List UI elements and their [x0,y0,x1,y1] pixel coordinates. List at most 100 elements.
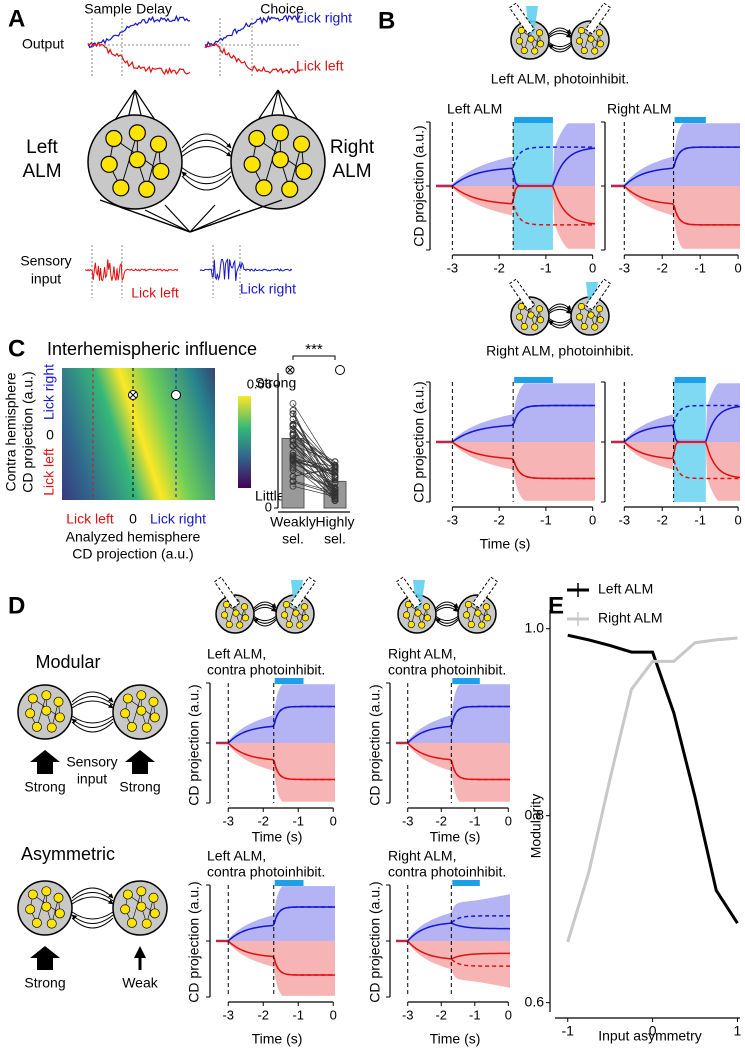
x-tick-label: -2 [435,813,447,828]
neuron [517,302,525,311]
label: Right [330,137,375,158]
label: contra photoinhibit. [388,864,506,880]
callosal-fiber [253,619,277,627]
label: ALM [22,161,61,182]
neuron [596,40,604,48]
neuron [536,40,544,48]
point [289,430,297,438]
callosal-fiber [181,171,232,185]
label: 0 [46,427,54,443]
label: Delay [136,1,172,17]
neuron [232,609,240,617]
neuron [240,603,249,611]
point [289,451,297,459]
neuron [120,708,131,719]
neuron [281,611,289,619]
x-tick-label: -1 [694,260,706,275]
callosal-fiber [181,175,232,191]
callosal-fiber [548,319,572,326]
trajectory [611,185,740,226]
x-tick-label: -3 [222,1007,234,1022]
variance-band [436,123,595,186]
neuron [149,135,168,153]
x-tick-label: -3 [447,512,459,527]
trajectory [451,958,510,967]
callosal-fiber [548,318,572,324]
callosal-fiber [71,696,114,706]
neuron [148,696,159,707]
neuron [474,609,482,617]
neuron [136,886,147,897]
y-tick-label: 0.6 [525,993,545,1009]
label: Analyzed hemisphere [66,529,201,545]
label: Little [255,488,285,504]
neuron [136,690,147,701]
paired-line [292,439,336,466]
neuron [126,721,137,732]
callosal-fiber [435,616,459,622]
photoinhibition-bar [514,117,553,123]
trajectory [396,940,511,960]
trajectory [216,705,335,744]
neuron [148,892,159,903]
x-tick-label: -2 [257,1007,269,1022]
neuron [53,892,64,903]
neuron [463,611,471,619]
neuron [221,611,229,619]
trajectory [611,441,741,479]
neuron [53,696,64,707]
label: 0 [129,511,137,527]
panel-label: D [8,592,25,619]
variance-band [396,684,510,743]
x-tick-label: 0 [589,512,596,527]
label: Sensory [20,253,71,269]
trajectory [611,405,741,443]
readout-line [112,89,136,124]
paired-line [292,458,336,494]
x-tick-label: -1 [469,813,481,828]
neuron [128,124,146,142]
neuron [580,322,588,330]
neuron [281,180,299,198]
point [331,458,339,466]
point [331,490,339,497]
label: Time (s) [252,1031,303,1047]
point [289,482,297,490]
neuron [25,708,36,719]
fiber-implant [508,2,536,35]
label: Time (s) [252,829,303,845]
photoinhibition-bar [514,377,553,383]
neuron [282,600,290,609]
neuron [100,155,118,173]
significance-bracket [292,355,336,360]
label: CD projection (a.u.) [411,125,427,246]
legend-label: Left ALM [598,581,653,597]
panel-label: A [8,5,25,32]
neuron [243,155,261,173]
label: Lick left [296,58,344,74]
trajectory [216,940,335,976]
neuron [596,316,604,324]
y-tick-label: 1.0 [525,619,545,635]
variance-band [396,894,510,941]
neuron [478,621,486,629]
callosal-fiber [181,133,232,149]
x-tick-label: -2 [493,512,505,527]
panel-label: B [378,7,395,34]
callosal-fiber [253,617,277,624]
paired-line [292,460,336,472]
y-axis-label: Modularity [528,794,544,859]
neuron [464,600,472,609]
paired-line [292,469,336,491]
label: CD projection (a.u.) [367,684,383,805]
label: Contra hemisphere [3,372,19,491]
label: Sensory [66,754,117,770]
label: Time (s) [480,536,531,552]
neuron [591,323,599,331]
neuron [136,705,147,716]
neuron [527,35,535,43]
variance-band [436,383,595,442]
variance-band [396,743,510,802]
photoinhibition-bar [452,678,480,684]
input-line [189,199,283,233]
